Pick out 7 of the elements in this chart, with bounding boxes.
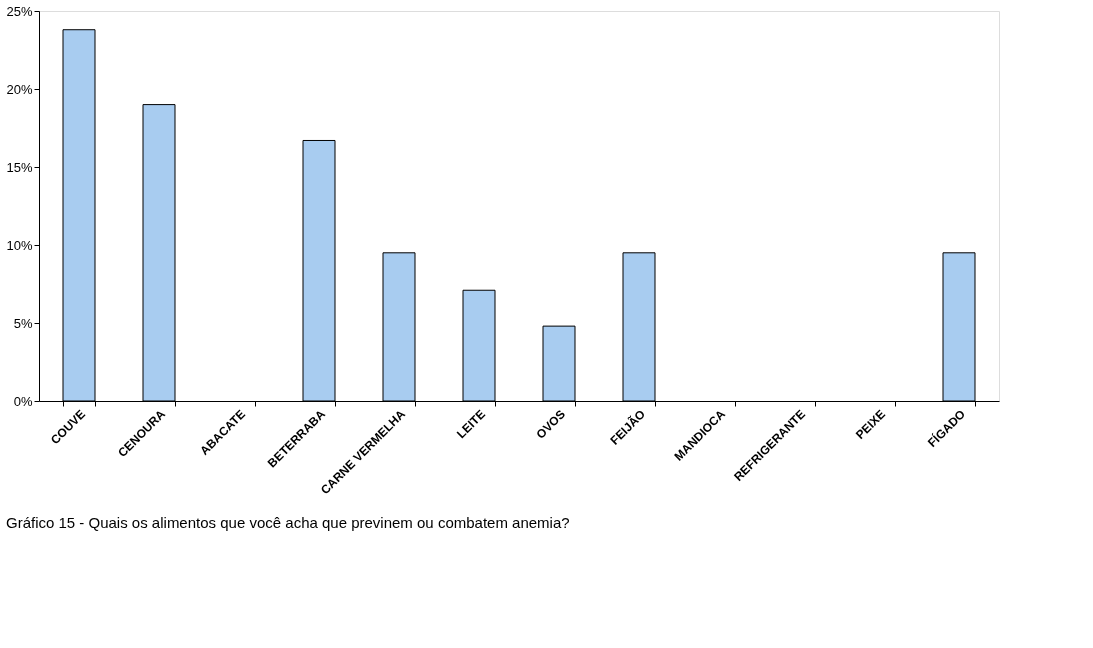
y-tick-label: 15%: [6, 159, 33, 175]
y-tick-label: 5%: [13, 315, 33, 331]
text: Gráfico 15 - Quais os alimentos que você acha que previnem ou combatem anemia?: [5, 513, 570, 531]
y-tick-label: 0%: [13, 393, 33, 409]
y-tick-label: 20%: [6, 81, 33, 97]
y-tick-label: 10%: [6, 237, 33, 253]
y-tick-label: 25%: [6, 3, 33, 19]
